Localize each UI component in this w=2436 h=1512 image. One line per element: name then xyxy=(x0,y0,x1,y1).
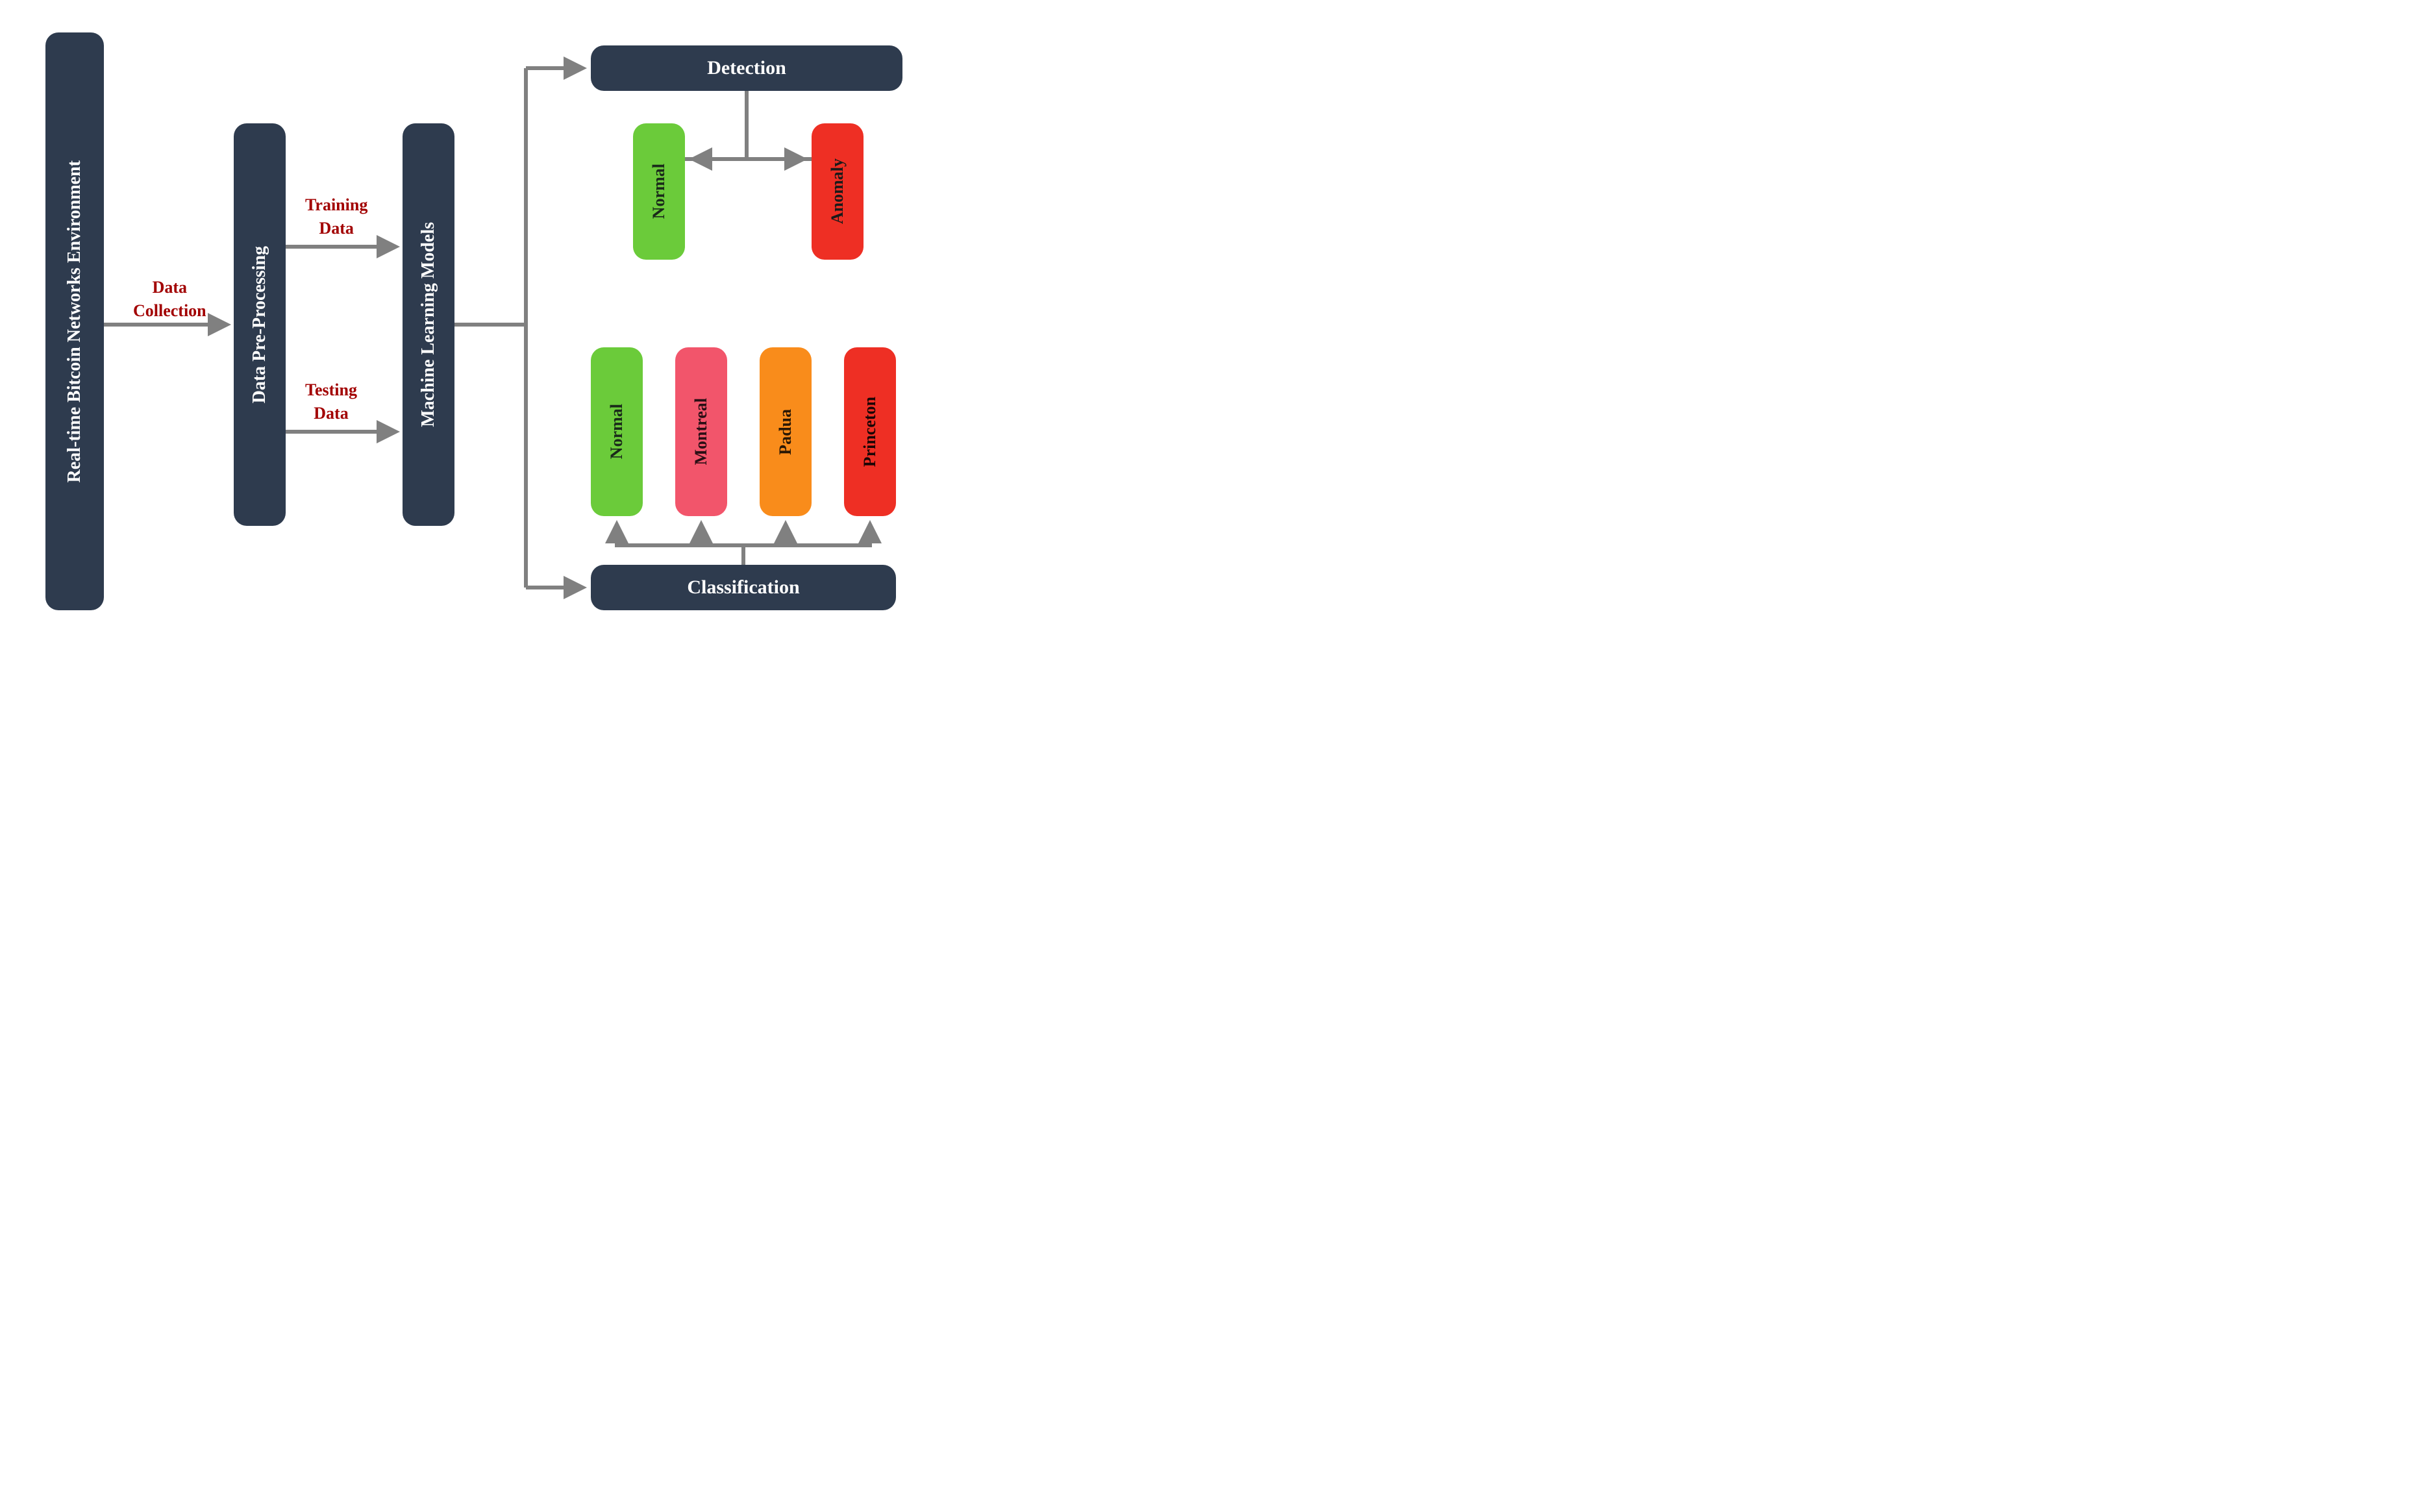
node-detection-normal-label: Normal xyxy=(649,164,669,219)
node-detection-anomaly-label: Anomaly xyxy=(828,158,847,224)
node-detection: Detection xyxy=(591,45,902,91)
node-detection-anomaly: Anomaly xyxy=(812,123,864,260)
node-detection-label: Detection xyxy=(707,57,786,79)
node-environment-label: Real-time Bitcoin Networks Environment xyxy=(64,160,85,482)
node-classification: Classification xyxy=(591,565,896,610)
arrow-layer xyxy=(26,26,987,623)
node-class-princeton-label: Princeton xyxy=(860,397,880,467)
edge-label-line: Collection xyxy=(133,301,206,320)
edge-label-training: Training Data xyxy=(305,193,367,241)
edge-label-line: Data xyxy=(314,404,348,423)
node-class-montreal: Montreal xyxy=(675,347,727,516)
flowchart-canvas: Real-time Bitcoin Networks Environment D… xyxy=(26,26,987,623)
node-environment: Real-time Bitcoin Networks Environment xyxy=(45,32,104,610)
node-classification-label: Classification xyxy=(687,576,799,599)
node-class-padua: Padua xyxy=(760,347,812,516)
node-preprocessing-label: Data Pre-Processing xyxy=(249,246,270,403)
edge-label-testing: Testing Data xyxy=(305,378,357,426)
node-detection-normal: Normal xyxy=(633,123,685,260)
edge-label-line: Testing xyxy=(305,380,357,399)
edge-label-data-collection: Data Collection xyxy=(133,276,206,323)
edge-label-line: Data xyxy=(153,278,187,297)
edge-label-line: Training xyxy=(305,195,367,214)
node-class-princeton: Princeton xyxy=(844,347,896,516)
node-class-normal-label: Normal xyxy=(607,404,627,459)
node-ml-models-label: Machine Learning Models xyxy=(418,222,439,427)
node-ml-models: Machine Learning Models xyxy=(403,123,454,526)
edge-label-line: Data xyxy=(319,219,353,238)
node-class-normal: Normal xyxy=(591,347,643,516)
node-preprocessing: Data Pre-Processing xyxy=(234,123,286,526)
node-class-montreal-label: Montreal xyxy=(691,398,711,465)
node-class-padua-label: Padua xyxy=(776,409,795,455)
